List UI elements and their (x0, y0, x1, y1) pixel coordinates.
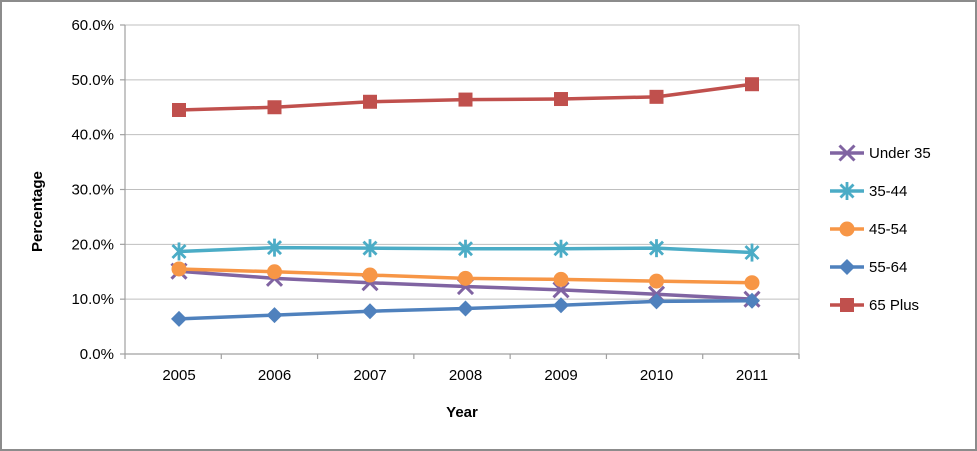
y-tick-label: 60.0% (71, 17, 114, 34)
legend-marker-35-44 (839, 182, 855, 200)
x-tick-label-2011: 2011 (736, 367, 768, 384)
y-tick-label: 20.0% (71, 236, 114, 253)
marker-65-plus-2005 (172, 102, 186, 117)
x-tick-label-2007: 2007 (353, 367, 386, 384)
legend-label-65-plus: 65 Plus (869, 297, 919, 314)
series-35-44 (171, 238, 760, 262)
marker-45-54-2010 (649, 273, 664, 289)
y-tick-label: 40.0% (71, 127, 114, 144)
legend-marker-45-54 (839, 221, 855, 237)
marker-45-54-2006 (267, 264, 282, 280)
legend-marker-under-35 (838, 144, 856, 162)
x-tick-label-2009: 2009 (544, 367, 577, 384)
series-45-54 (171, 261, 760, 291)
y-tick-label: 50.0% (71, 72, 114, 89)
x-tick-label-2008: 2008 (449, 367, 482, 384)
y-tick-label: 10.0% (71, 291, 114, 308)
legend-label-55-64: 55-64 (869, 259, 907, 276)
x-axis-title: Year (446, 404, 478, 421)
x-tick-label-2010: 2010 (640, 367, 673, 384)
marker-65-plus-2007 (363, 94, 377, 109)
marker-55-64-2007 (362, 303, 378, 320)
y-axis-tick-labels: 0.0% 10.0% 20.0% 30.0% 40.0% 50.0% 60.0% (71, 17, 114, 363)
marker-65-plus-2006 (267, 100, 282, 115)
marker-55-64-2008 (457, 300, 474, 317)
marker-35-44-2007 (362, 239, 378, 258)
y-tick-label: 0.0% (80, 346, 114, 363)
marker-35-44-2010 (649, 239, 664, 258)
legend-item-55-64: 55-64 (830, 259, 907, 276)
x-tick-label-2006: 2006 (258, 367, 291, 384)
marker-35-44-2005 (171, 242, 187, 261)
y-axis-title: Percentage (29, 171, 46, 252)
marker-35-44-2006 (267, 238, 282, 257)
gridlines (125, 24, 800, 354)
series-layer (170, 77, 761, 327)
marker-65-plus-2010 (649, 89, 664, 104)
marker-45-54-2009 (553, 271, 569, 287)
legend-label-under-35: Under 35 (869, 145, 931, 162)
marker-55-64-2011 (744, 292, 760, 309)
x-axis-tick-labels: 2005 2006 2007 2008 2009 2010 2011 (162, 367, 768, 384)
legend-item-65-plus: 65 Plus (830, 297, 919, 314)
marker-45-54-2007 (362, 267, 378, 283)
marker-45-54-2005 (171, 261, 187, 277)
x-tick-label-2005: 2005 (162, 367, 195, 384)
marker-65-plus-2009 (554, 92, 568, 107)
marker-65-plus-2008 (458, 92, 473, 107)
legend-item-45-54: 45-54 (830, 221, 907, 238)
legend-marker-65-plus (840, 298, 854, 312)
series-65-plus (172, 77, 759, 117)
marker-55-64-2010 (648, 293, 665, 310)
marker-55-64-2006 (266, 307, 283, 324)
marker-45-54-2008 (458, 270, 473, 286)
series-55-64 (171, 292, 760, 327)
legend-item-under-35: Under 35 (830, 144, 931, 162)
marker-55-64-2005 (171, 310, 187, 327)
marker-65-plus-2011 (745, 77, 759, 92)
legend-label-45-54: 45-54 (869, 221, 907, 238)
marker-55-64-2009 (553, 297, 569, 314)
legend-item-35-44: 35-44 (830, 182, 907, 200)
marker-45-54-2011 (744, 275, 760, 291)
marker-35-44-2011 (744, 243, 760, 262)
legend-marker-55-64 (839, 259, 855, 275)
y-tick-label: 30.0% (71, 182, 114, 199)
axes (120, 24, 800, 359)
legend-label-35-44: 35-44 (869, 183, 907, 200)
chart-legend: Under 35 35-44 45-54 55-64 65 Plus (830, 144, 931, 314)
marker-35-44-2008 (458, 239, 473, 258)
marker-35-44-2009 (553, 239, 569, 258)
